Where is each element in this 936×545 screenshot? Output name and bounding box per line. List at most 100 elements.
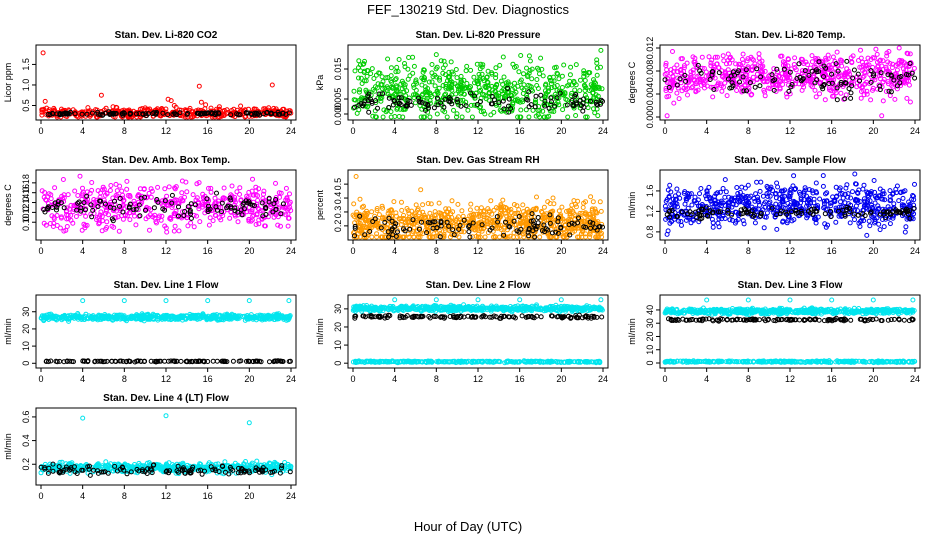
- data-point: [723, 178, 727, 182]
- x-tick-label: 20: [868, 126, 878, 136]
- data-point: [369, 72, 373, 76]
- data-point: [775, 181, 779, 185]
- x-tick-label: 20: [556, 246, 566, 256]
- data-point: [80, 228, 84, 232]
- data-point: [530, 77, 534, 81]
- data-point: [270, 83, 274, 87]
- data-point: [430, 80, 434, 84]
- y-tick-label: 1.5: [21, 58, 31, 71]
- x-tick-label: 24: [286, 126, 296, 136]
- x-tick-label: 16: [827, 126, 837, 136]
- x-tick-label: 20: [556, 126, 566, 136]
- y-tick-label: 0.5: [21, 99, 31, 112]
- data-point: [721, 187, 725, 191]
- data-point: [897, 46, 901, 50]
- x-tick-label: 20: [244, 126, 254, 136]
- data-point: [494, 66, 498, 70]
- data-point: [370, 235, 374, 239]
- data-point: [574, 205, 578, 209]
- data-point: [897, 199, 901, 203]
- data-point: [352, 202, 356, 206]
- data-point: [707, 185, 711, 189]
- x-tick-label: 16: [827, 246, 837, 256]
- data-point: [370, 67, 374, 71]
- data-point: [722, 59, 726, 63]
- data-point: [456, 202, 460, 206]
- data-point: [352, 89, 356, 93]
- data-point: [407, 56, 411, 60]
- data-point: [813, 88, 817, 92]
- data-point: [498, 63, 502, 67]
- data-point: [452, 108, 456, 112]
- data-point: [381, 115, 385, 119]
- panel-title: Stan. Dev. Line 1 Flow: [114, 280, 219, 291]
- data-point: [397, 58, 401, 62]
- data-point: [781, 83, 785, 87]
- data-point: [711, 225, 715, 229]
- data-point: [198, 220, 202, 224]
- y-tick-label: 0.015: [333, 58, 343, 81]
- data-point: [672, 101, 676, 105]
- data-point: [700, 55, 704, 59]
- data-point: [867, 219, 871, 223]
- x-tick-label: 16: [515, 246, 525, 256]
- data-point: [148, 228, 152, 232]
- data-point: [823, 212, 827, 216]
- data-point: [527, 115, 531, 119]
- x-tick-label: 24: [910, 126, 920, 136]
- data-point: [105, 220, 109, 224]
- y-tick-label: 0.18: [21, 174, 31, 192]
- data-point: [58, 226, 62, 230]
- data-point: [389, 110, 393, 114]
- data-point: [444, 92, 448, 96]
- panel-points: [40, 51, 293, 119]
- x-tick-label: 12: [161, 246, 171, 256]
- data-point: [99, 93, 103, 97]
- panel-ylabel: degrees C: [3, 184, 13, 226]
- data-point: [73, 189, 77, 193]
- data-point: [472, 75, 476, 79]
- data-point: [560, 86, 564, 90]
- data-point: [599, 209, 603, 213]
- data-point: [159, 218, 163, 222]
- data-point: [400, 208, 404, 212]
- data-point: [776, 185, 780, 189]
- data-point: [437, 201, 441, 205]
- data-point: [561, 108, 565, 112]
- data-point: [690, 203, 694, 207]
- data-point: [569, 65, 573, 69]
- x-tick-label: 24: [598, 126, 608, 136]
- data-point: [517, 70, 521, 74]
- data-point: [905, 96, 909, 100]
- data-point: [814, 95, 818, 99]
- data-point: [671, 50, 675, 54]
- data-point: [704, 74, 708, 78]
- data-point: [464, 69, 468, 73]
- data-point: [774, 202, 778, 206]
- data-point: [492, 208, 496, 212]
- data-point: [852, 68, 856, 72]
- data-point: [535, 78, 539, 82]
- data-point: [211, 219, 215, 223]
- data-point: [170, 193, 174, 197]
- data-point: [821, 174, 825, 178]
- x-tick-label: 12: [785, 246, 795, 256]
- data-point: [862, 183, 866, 187]
- x-tick-label: 4: [392, 246, 397, 256]
- y-tick-label: 0.012: [645, 37, 655, 60]
- data-point: [489, 199, 493, 203]
- data-point: [412, 64, 416, 68]
- data-point: [591, 200, 595, 204]
- y-tick-label: 1.2: [645, 205, 655, 218]
- data-point: [392, 200, 396, 204]
- panel-points: [663, 172, 916, 237]
- y-tick-label: 0.004: [645, 83, 655, 106]
- data-point: [573, 88, 577, 92]
- x-tick-label: 4: [80, 246, 85, 256]
- data-point: [381, 87, 385, 91]
- data-point: [907, 83, 911, 87]
- data-point: [882, 225, 886, 229]
